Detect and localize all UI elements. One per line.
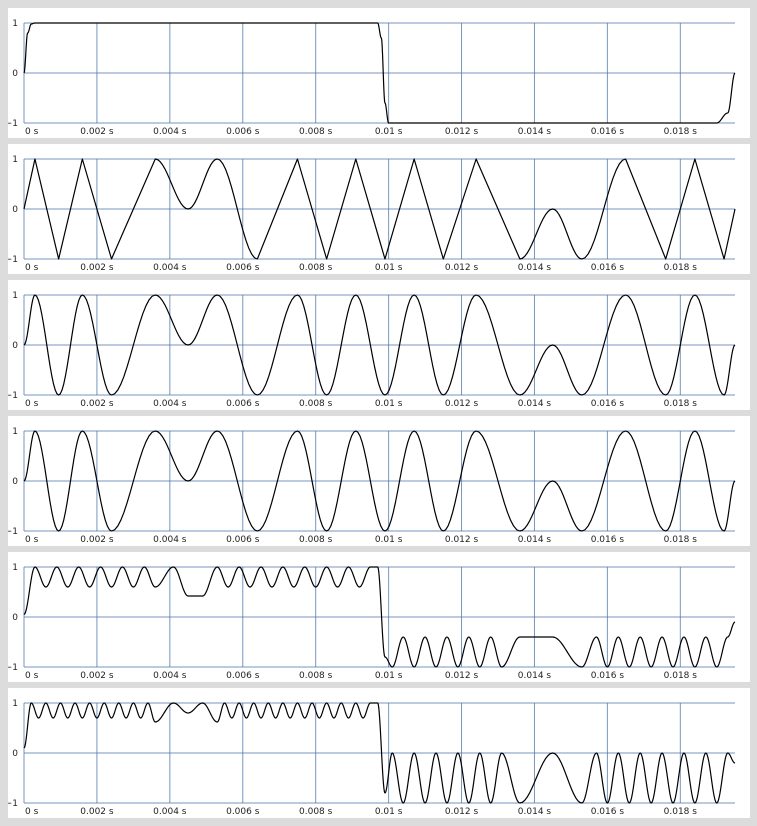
x-tick-label: 0.018 s xyxy=(664,671,698,681)
x-tick-label: 0.016 s xyxy=(591,807,625,817)
x-tick-label: 0.014 s xyxy=(518,263,552,273)
x-tick-label: 0.01 s xyxy=(375,671,403,681)
chart-svg-5: 1 0 −1 0 s 0.002 s 0.004 s 0.006 s 0.008 s 0.01 … xyxy=(8,563,736,681)
x-tick-label: 0.004 s xyxy=(153,535,187,545)
x-tick-label: 0.008 s xyxy=(299,535,333,545)
x-tick-label: 0.008 s xyxy=(299,399,333,409)
x-tick-label: 0.006 s xyxy=(226,399,260,409)
x-tick-label: 0 s xyxy=(25,263,39,273)
y-tick-label: −1 xyxy=(8,799,18,809)
x-tick-label: 0.01 s xyxy=(375,399,403,409)
x-tick-label: 0.002 s xyxy=(80,263,114,273)
waveform-line xyxy=(23,158,736,260)
x-tick-label: 0.016 s xyxy=(591,263,625,273)
x-tick-label: 0.01 s xyxy=(375,807,403,817)
x-tick-label: 0.014 s xyxy=(518,535,552,545)
y-tick-label: −1 xyxy=(8,255,18,265)
y-tick-label: −1 xyxy=(8,663,18,673)
x-tick-label: 0.012 s xyxy=(445,807,479,817)
x-tick-label: 0.008 s xyxy=(299,263,333,273)
x-tick-label: 0.018 s xyxy=(664,127,698,137)
x-tick-label: 0.016 s xyxy=(591,127,625,137)
x-tick-label: 0.012 s xyxy=(445,671,479,681)
x-tick-label: 0.012 s xyxy=(445,399,479,409)
y-tick-label: 0 xyxy=(12,69,18,79)
x-tick-label: 0.018 s xyxy=(664,399,698,409)
chart-panel-6: 1 0 −1 0 s 0.002 s 0.004 s 0.006 s 0.008 s 0.01 … xyxy=(8,688,750,818)
x-tick-label: 0.004 s xyxy=(153,127,187,137)
chart-svg-1: 1 0 −1 0 s 0.002 s 0.004 s 0.006 s 0.008 s 0.01 … xyxy=(8,19,736,137)
x-tick-label: 0 s xyxy=(25,535,39,545)
x-tick-label: 0.002 s xyxy=(80,399,114,409)
x-tick-label: 0.01 s xyxy=(375,535,403,545)
chart-svg-3: 1 0 −1 0 s 0.002 s 0.004 s 0.006 s 0.008 s 0.01 … xyxy=(8,291,736,409)
chart-svg-4: 1 0 −1 0 s 0.002 s 0.004 s 0.006 s 0.008 s 0.01 … xyxy=(8,427,736,545)
waveform-line xyxy=(23,430,736,532)
y-tick-label: −1 xyxy=(8,391,18,401)
x-tick-label: 0.002 s xyxy=(80,535,114,545)
y-tick-label: −1 xyxy=(8,527,18,537)
x-tick-label: 0.014 s xyxy=(518,127,552,137)
y-tick-label: 0 xyxy=(12,749,18,759)
x-tick-label: 0.006 s xyxy=(226,127,260,137)
x-tick-label: 0 s xyxy=(25,399,39,409)
x-tick-label: 0.008 s xyxy=(299,807,333,817)
x-tick-label: 0 s xyxy=(25,807,39,817)
x-tick-label: 0.008 s xyxy=(299,127,333,137)
x-tick-label: 0.008 s xyxy=(299,671,333,681)
y-tick-label: 1 xyxy=(12,291,18,301)
y-tick-label: 0 xyxy=(12,205,18,215)
x-tick-label: 0.016 s xyxy=(591,399,625,409)
x-tick-label: 0.006 s xyxy=(226,671,260,681)
chart-panel-4: 1 0 −1 0 s 0.002 s 0.004 s 0.006 s 0.008 s 0.01 … xyxy=(8,416,750,546)
x-tick-label: 0.016 s xyxy=(591,671,625,681)
x-tick-label: 0.004 s xyxy=(153,263,187,273)
chart-panel-5: 1 0 −1 0 s 0.002 s 0.004 s 0.006 s 0.008 s 0.01 … xyxy=(8,552,750,682)
waveform-line xyxy=(23,22,736,124)
y-tick-label: 0 xyxy=(12,477,18,487)
x-tick-label: 0.006 s xyxy=(226,807,260,817)
x-tick-label: 0.01 s xyxy=(375,127,403,137)
x-tick-label: 0.016 s xyxy=(591,535,625,545)
x-tick-label: 0.002 s xyxy=(80,671,114,681)
chart-panel-2: 1 0 −1 0 s 0.002 s 0.004 s 0.006 s 0.008 s 0.01 … xyxy=(8,144,750,274)
x-tick-label: 0.004 s xyxy=(153,671,187,681)
x-tick-label: 0.002 s xyxy=(80,127,114,137)
x-tick-label: 0 s xyxy=(25,671,39,681)
y-tick-label: −1 xyxy=(8,119,18,129)
x-tick-label: 0.014 s xyxy=(518,671,552,681)
waveform-line xyxy=(23,566,736,668)
y-tick-label: 1 xyxy=(12,155,18,165)
y-tick-label: 1 xyxy=(12,427,18,437)
x-tick-label: 0.006 s xyxy=(226,535,260,545)
x-tick-label: 0.018 s xyxy=(664,807,698,817)
x-tick-label: 0.002 s xyxy=(80,807,114,817)
y-tick-label: 0 xyxy=(12,341,18,351)
x-tick-label: 0.004 s xyxy=(153,399,187,409)
y-tick-label: 1 xyxy=(12,563,18,573)
chart-svg-6: 1 0 −1 0 s 0.002 s 0.004 s 0.006 s 0.008 s 0.01 … xyxy=(8,699,736,817)
x-tick-label: 0.012 s xyxy=(445,127,479,137)
y-tick-label: 1 xyxy=(12,19,18,29)
waveform-line xyxy=(23,294,736,396)
x-tick-label: 0.01 s xyxy=(375,263,403,273)
x-tick-label: 0.014 s xyxy=(518,807,552,817)
chart-panel-3: 1 0 −1 0 s 0.002 s 0.004 s 0.006 s 0.008 s 0.01 … xyxy=(8,280,750,410)
x-tick-label: 0.006 s xyxy=(226,263,260,273)
x-tick-label: 0 s xyxy=(25,127,39,137)
x-tick-label: 0.004 s xyxy=(153,807,187,817)
chart-panel-1: 1 0 −1 0 s 0.002 s 0.004 s 0.006 s 0.008 s 0.01 … xyxy=(8,8,750,138)
x-tick-label: 0.012 s xyxy=(445,535,479,545)
x-tick-label: 0.018 s xyxy=(664,263,698,273)
chart-svg-2: 1 0 −1 0 s 0.002 s 0.004 s 0.006 s 0.008 s 0.01 … xyxy=(8,155,736,273)
x-tick-label: 0.018 s xyxy=(664,535,698,545)
waveform-line xyxy=(23,702,736,804)
x-tick-label: 0.012 s xyxy=(445,263,479,273)
x-tick-label: 0.014 s xyxy=(518,399,552,409)
y-tick-label: 0 xyxy=(12,613,18,623)
y-tick-label: 1 xyxy=(12,699,18,709)
